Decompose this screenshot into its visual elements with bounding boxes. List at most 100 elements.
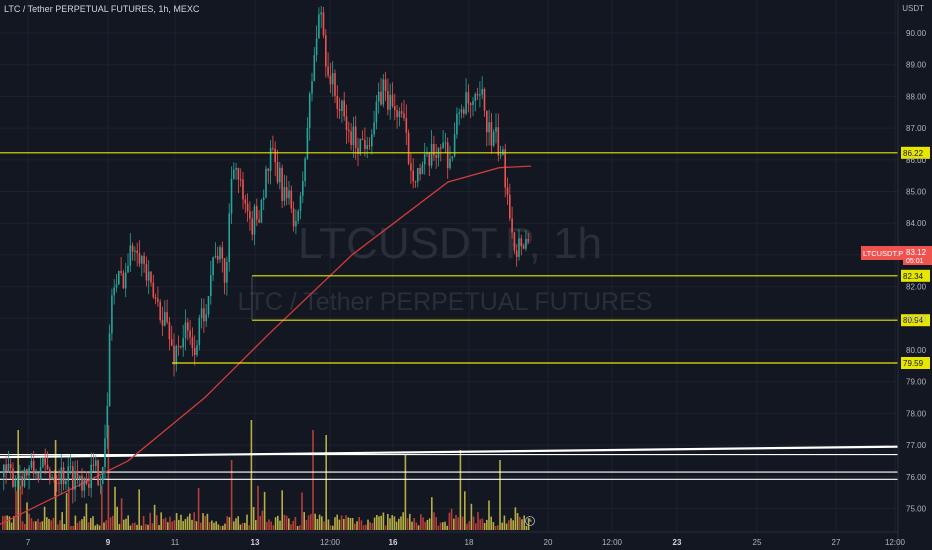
volume-bar: [455, 514, 457, 530]
x-tick-label: 20: [544, 538, 553, 547]
candle-body: [141, 255, 143, 264]
candle-body: [465, 92, 467, 114]
candle-body: [384, 79, 387, 92]
volume-bar: [274, 517, 277, 530]
candle-body: [65, 480, 67, 485]
candle-body: [147, 271, 150, 281]
candle-body: [283, 187, 286, 201]
y-tick-label: 89.00: [906, 61, 927, 70]
volume-bar: [283, 514, 286, 530]
candle-body: [460, 109, 463, 113]
volume-bar: [6, 515, 8, 530]
candle-body: [430, 144, 433, 166]
volume-bar: [404, 455, 407, 530]
candle-body: [85, 478, 88, 484]
volume-bar: [420, 514, 422, 530]
candle-body: [120, 270, 122, 273]
candle-body: [182, 338, 184, 348]
candle-body: [28, 467, 30, 476]
volume-bar: [468, 521, 470, 530]
volume-bar: [503, 515, 506, 530]
volume-bar: [292, 521, 294, 530]
y-tick-label: 80.00: [906, 346, 927, 355]
candle-body: [249, 211, 251, 219]
candle-body: [267, 168, 270, 171]
volume-bar: [140, 525, 143, 530]
volume-bar: [138, 489, 140, 530]
candle-body: [391, 94, 394, 106]
volume-bar: [263, 491, 266, 530]
volume-bar: [285, 515, 288, 530]
candle-body: [476, 93, 479, 96]
volume-bar: [193, 512, 195, 530]
candle-body: [525, 238, 527, 249]
candle-body: [145, 263, 148, 281]
candle-body: [295, 220, 297, 227]
volume-bar: [54, 440, 57, 530]
volume-bar: [184, 519, 187, 530]
volume-bar: [457, 517, 459, 530]
volume-bar: [411, 521, 413, 530]
volume-bar: [406, 518, 409, 530]
volume-bar: [367, 519, 369, 530]
volume-bar: [41, 521, 44, 530]
volume-bar: [8, 516, 11, 530]
volume-bar: [74, 515, 77, 530]
candle-body: [279, 167, 281, 183]
volume-bar: [336, 514, 338, 530]
volume-bar: [527, 518, 530, 530]
candle-body: [187, 322, 189, 331]
volume-bar: [219, 526, 222, 530]
candle-body: [520, 238, 523, 246]
volume-bar: [277, 515, 279, 530]
volume-bar: [160, 512, 162, 530]
candle-body: [306, 127, 309, 159]
volume-bar: [21, 521, 24, 530]
candle-body: [46, 464, 49, 470]
volume-bar: [389, 518, 391, 530]
candle-body: [37, 473, 40, 480]
candle-body: [42, 458, 44, 467]
volume-bar: [453, 518, 455, 530]
candle-body: [69, 466, 72, 468]
candle-body: [233, 169, 235, 180]
candle-body: [449, 158, 451, 169]
horizontal-levels[interactable]: 86.22 82.34 80.94 79.59: [0, 146, 930, 369]
candle-body: [463, 109, 465, 114]
volume-bar: [299, 525, 301, 530]
candle-body: [191, 337, 194, 348]
candle-body: [442, 142, 444, 149]
candle-body: [5, 464, 7, 472]
volume-bar: [279, 520, 281, 530]
candle-body: [364, 139, 366, 149]
volume-bar: [68, 487, 70, 530]
volume-bar: [288, 518, 290, 530]
candle-body: [150, 271, 152, 283]
candle-body: [30, 461, 33, 468]
last-price-tag-label: LTCUSDT.P: [863, 249, 903, 258]
candle-body: [502, 149, 504, 156]
watermark-symbol: LTCUSDT.P, 1h: [298, 219, 602, 268]
white-trend-lines[interactable]: [0, 445, 899, 480]
x-tick-label: 27: [832, 538, 841, 547]
volume-bar: [206, 513, 209, 530]
candle-body: [522, 245, 525, 249]
candle-body: [90, 464, 92, 488]
clock-icon[interactable]: [525, 516, 535, 526]
volume-bar: [180, 514, 182, 530]
volume-bar: [268, 519, 270, 530]
volume-bar: [270, 521, 272, 530]
candle-body: [474, 93, 477, 102]
volume-bar: [96, 524, 99, 530]
volume-bar: [186, 516, 189, 530]
volume-bar: [505, 523, 508, 530]
volume-bar: [239, 524, 242, 530]
volume-bar: [101, 485, 103, 530]
volume-bar: [461, 516, 464, 530]
y-tick-label: 87.00: [906, 124, 927, 133]
candle-body: [481, 88, 483, 95]
candle-body: [313, 55, 316, 82]
volume-bar: [459, 450, 462, 530]
volume-bar: [65, 493, 68, 530]
